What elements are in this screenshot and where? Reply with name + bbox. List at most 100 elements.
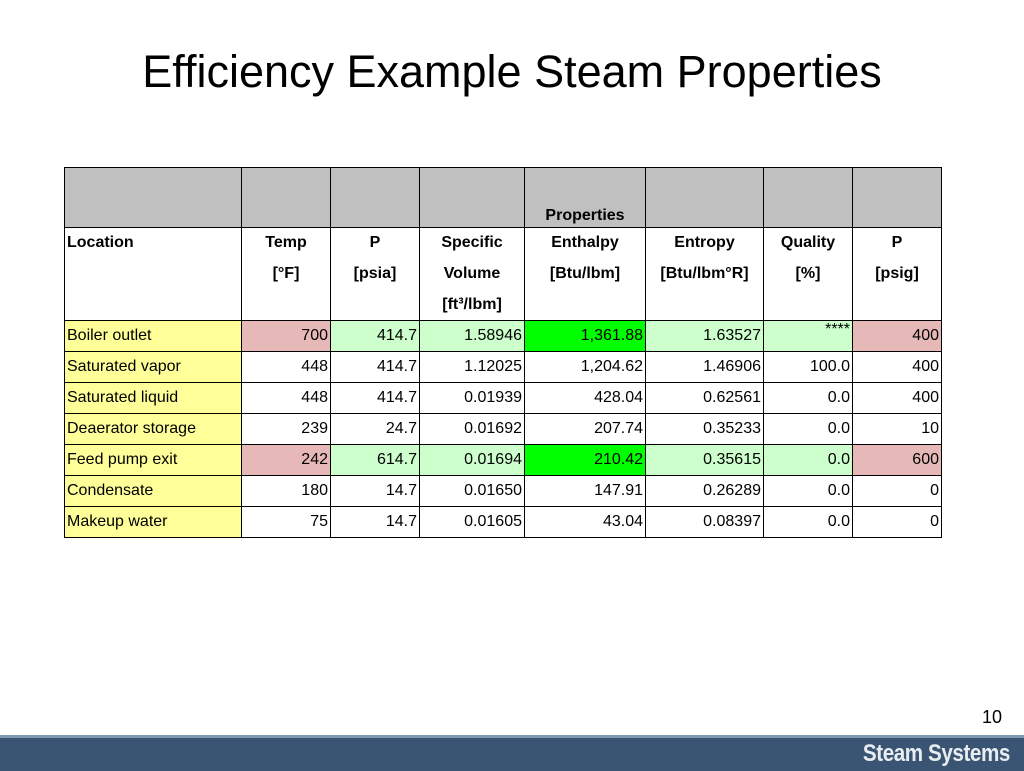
header-group-cell — [645, 167, 764, 228]
cell-temp: 242 — [241, 444, 331, 476]
header-specific-volume-line2: Volume — [419, 258, 525, 290]
header-row: Location Temp P Specific Enthalpy Entrop… — [64, 227, 942, 259]
cell-entropy: 1.46906 — [645, 351, 764, 383]
header-group-row: Properties — [64, 167, 942, 228]
table-row: Boiler outlet 700 414.7 1.58946 1,361.88… — [64, 320, 942, 352]
header-group-cell — [419, 167, 525, 228]
cell-temp: 448 — [241, 351, 331, 383]
header-specific-volume: Specific — [419, 227, 525, 259]
cell-entropy: 0.35233 — [645, 413, 764, 445]
header-entropy: Entropy — [645, 227, 764, 259]
cell-temp: 448 — [241, 382, 331, 414]
header-pressure-gauge: P — [852, 227, 942, 259]
header-group-label: Properties — [524, 167, 646, 228]
slide-title: Efficiency Example Steam Properties — [142, 46, 882, 97]
header-quality-unit: [%] — [763, 258, 853, 290]
cell-specific-volume: 0.01650 — [419, 475, 525, 507]
table-row: Feed pump exit 242 614.7 0.01694 210.42 … — [64, 444, 942, 476]
header-cell — [645, 289, 764, 321]
header-group-cell — [330, 167, 420, 228]
cell-pressure-abs: 24.7 — [330, 413, 420, 445]
footer-brand-logo: Steam Systems — [862, 740, 1010, 767]
cell-pressure-abs: 414.7 — [330, 382, 420, 414]
header-pressure-gauge-unit: [psig] — [852, 258, 942, 290]
cell-entropy: 0.26289 — [645, 475, 764, 507]
header-group-cell — [64, 167, 242, 228]
header-cell — [64, 289, 242, 321]
cell-pressure-abs: 14.7 — [330, 475, 420, 507]
cell-temp: 700 — [241, 320, 331, 352]
cell-temp: 239 — [241, 413, 331, 445]
cell-entropy: 0.35615 — [645, 444, 764, 476]
header-cell — [330, 289, 420, 321]
row-location: Feed pump exit — [64, 444, 242, 476]
header-quality: Quality — [763, 227, 853, 259]
cell-enthalpy: 43.04 — [524, 506, 646, 538]
row-location: Saturated vapor — [64, 351, 242, 383]
header-specific-volume-unit: [ft³/lbm] — [419, 289, 525, 321]
cell-specific-volume: 0.01694 — [419, 444, 525, 476]
cell-pressure-abs: 414.7 — [330, 320, 420, 352]
cell-entropy: 0.62561 — [645, 382, 764, 414]
cell-enthalpy: 210.42 — [524, 444, 646, 476]
cell-enthalpy: 147.91 — [524, 475, 646, 507]
header-cell — [524, 289, 646, 321]
header-temp: Temp — [241, 227, 331, 259]
header-entropy-unit: [Btu/lbm°R] — [645, 258, 764, 290]
header-temp-unit: [°F] — [241, 258, 331, 290]
row-location: Condensate — [64, 475, 242, 507]
row-location: Saturated liquid — [64, 382, 242, 414]
cell-quality: 0.0 — [763, 506, 853, 538]
header-enthalpy: Enthalpy — [524, 227, 646, 259]
cell-specific-volume: 1.58946 — [419, 320, 525, 352]
header-row: [°F] [psia] Volume [Btu/lbm] [Btu/lbm°R]… — [64, 258, 942, 290]
cell-temp: 75 — [241, 506, 331, 538]
cell-enthalpy: 428.04 — [524, 382, 646, 414]
header-group-cell — [852, 167, 942, 228]
cell-quality: 0.0 — [763, 475, 853, 507]
table-row: Makeup water 75 14.7 0.01605 43.04 0.083… — [64, 506, 942, 538]
cell-entropy: 0.08397 — [645, 506, 764, 538]
cell-pressure-gauge: 400 — [852, 382, 942, 414]
table-row: Condensate 180 14.7 0.01650 147.91 0.262… — [64, 475, 942, 507]
footer-bar — [0, 735, 1024, 771]
row-location: Makeup water — [64, 506, 242, 538]
header-cell — [241, 289, 331, 321]
cell-quality: 0.0 — [763, 413, 853, 445]
cell-enthalpy: 1,361.88 — [524, 320, 646, 352]
header-cell — [763, 289, 853, 321]
cell-enthalpy: 1,204.62 — [524, 351, 646, 383]
header-location-unit — [64, 258, 242, 290]
cell-pressure-gauge: 400 — [852, 351, 942, 383]
cell-pressure-abs: 14.7 — [330, 506, 420, 538]
cell-specific-volume: 1.12025 — [419, 351, 525, 383]
row-location: Deaerator storage — [64, 413, 242, 445]
header-group-cell — [241, 167, 331, 228]
row-location: Boiler outlet — [64, 320, 242, 352]
cell-specific-volume: 0.01939 — [419, 382, 525, 414]
header-pressure-abs-unit: [psia] — [330, 258, 420, 290]
page-number: 10 — [981, 707, 1002, 727]
header-row: [ft³/lbm] — [64, 289, 942, 321]
cell-pressure-gauge: 10 — [852, 413, 942, 445]
cell-pressure-gauge: 0 — [852, 506, 942, 538]
cell-pressure-abs: 614.7 — [330, 444, 420, 476]
header-enthalpy-unit: [Btu/lbm] — [524, 258, 646, 290]
table-row: Saturated liquid 448 414.7 0.01939 428.0… — [64, 382, 942, 414]
cell-enthalpy: 207.74 — [524, 413, 646, 445]
header-group-cell — [763, 167, 853, 228]
cell-pressure-gauge: 400 — [852, 320, 942, 352]
steam-properties-table: Properties Location Temp P Specific Enth… — [64, 167, 942, 538]
cell-temp: 180 — [241, 475, 331, 507]
cell-specific-volume: 0.01692 — [419, 413, 525, 445]
cell-quality: 0.0 — [763, 382, 853, 414]
cell-specific-volume: 0.01605 — [419, 506, 525, 538]
cell-quality: 0.0 — [763, 444, 853, 476]
cell-pressure-gauge: 0 — [852, 475, 942, 507]
cell-entropy: 1.63527 — [645, 320, 764, 352]
table-row: Deaerator storage 239 24.7 0.01692 207.7… — [64, 413, 942, 445]
cell-pressure-gauge: 600 — [852, 444, 942, 476]
header-location: Location — [64, 227, 242, 259]
table-row: Saturated vapor 448 414.7 1.12025 1,204.… — [64, 351, 942, 383]
header-pressure-abs: P — [330, 227, 420, 259]
